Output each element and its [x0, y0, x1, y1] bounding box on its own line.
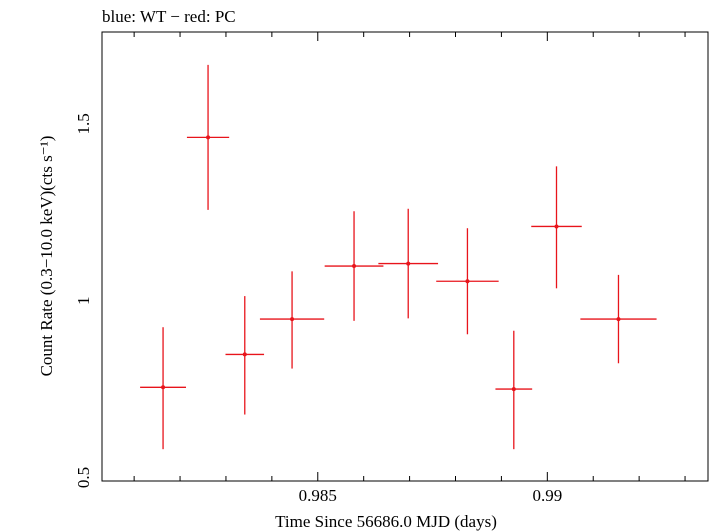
data-point — [140, 327, 187, 450]
point-marker — [161, 385, 166, 390]
data-point — [259, 271, 325, 369]
x-tick-label: 0.99 — [532, 486, 562, 505]
point-marker — [616, 317, 621, 322]
y-axis-label: Count Rate (0.3−10.0 keV)(cts s⁻¹) — [37, 136, 56, 377]
data-point — [531, 166, 582, 289]
point-marker — [206, 135, 211, 140]
plot-frame — [101, 31, 709, 482]
axis-ticks — [133, 32, 686, 481]
point-marker — [406, 261, 411, 266]
data-points — [140, 64, 657, 450]
x-axis-label: Time Since 56686.0 MJD (days) — [275, 512, 497, 531]
point-marker — [352, 264, 357, 269]
tick-labels: 0.985 0.99 0.5 1 1.5 — [74, 113, 562, 505]
point-marker — [465, 279, 470, 284]
data-point — [225, 296, 265, 415]
data-point — [324, 211, 384, 321]
point-marker — [554, 224, 559, 229]
y-tick-label: 1 — [74, 296, 93, 305]
chart-title: blue: WT − red: PC — [102, 7, 236, 26]
x-tick-label: 0.985 — [299, 486, 337, 505]
point-marker — [511, 387, 516, 392]
data-point — [378, 208, 439, 319]
data-point — [436, 228, 499, 335]
y-tick-label: 1.5 — [74, 113, 93, 134]
y-tick-label: 0.5 — [74, 467, 93, 488]
data-point — [495, 330, 533, 450]
point-marker — [242, 352, 247, 357]
point-marker — [290, 317, 295, 322]
data-point — [580, 274, 657, 364]
data-point — [186, 64, 230, 210]
